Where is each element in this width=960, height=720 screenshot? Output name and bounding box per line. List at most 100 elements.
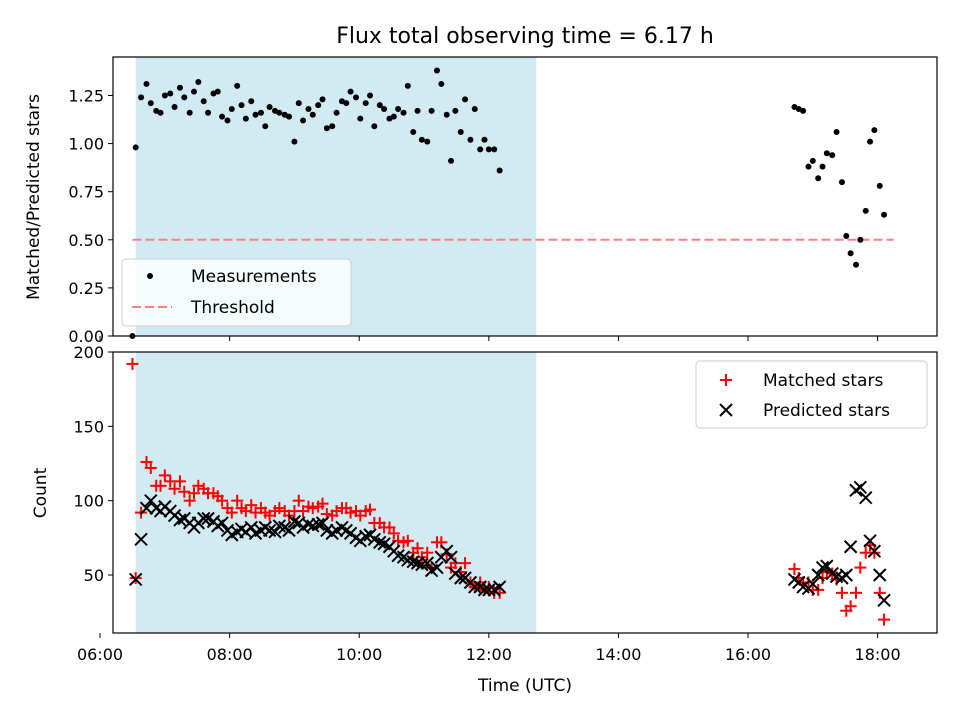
cross-b xyxy=(863,534,877,548)
measurement-point xyxy=(433,67,440,74)
measurement-point xyxy=(819,163,826,170)
measurement-point xyxy=(833,129,840,136)
measurement-point xyxy=(195,79,202,86)
cross-b xyxy=(377,537,391,551)
figure-title: Flux total observing time = 6.17 h xyxy=(336,24,714,49)
cross-b xyxy=(359,529,373,544)
measurement-point xyxy=(300,117,307,124)
predicted-star-point xyxy=(420,556,434,570)
top-y-tick-label: 0.25 xyxy=(68,279,104,298)
measurement-point xyxy=(857,236,864,243)
predicted-star-point xyxy=(373,535,387,550)
predicted-star-point xyxy=(197,511,211,526)
measurement-point xyxy=(881,211,888,218)
predicted-star-point xyxy=(454,571,468,585)
top-y-tick-label: 1.25 xyxy=(68,86,104,105)
measurement-point xyxy=(847,250,854,257)
matched-star-point xyxy=(245,499,258,512)
measurement-point xyxy=(242,115,249,122)
measurement-point xyxy=(248,98,255,105)
x-axis-label: Time (UTC) xyxy=(477,676,572,696)
cross-b xyxy=(197,511,211,526)
predicted-star-point xyxy=(859,490,873,505)
predicted-star-point xyxy=(144,493,158,508)
measurement-point xyxy=(424,138,431,145)
predicted-star-point xyxy=(244,520,258,535)
cross-b xyxy=(468,580,482,594)
bottom-y-tick-label: 100 xyxy=(73,492,104,511)
measurement-point xyxy=(228,105,235,112)
cross-b xyxy=(873,568,887,582)
matched-star-point xyxy=(158,469,171,482)
measurement-point xyxy=(176,84,183,91)
cross-b xyxy=(853,480,868,495)
measurement-point xyxy=(362,100,369,107)
top-plot-frame xyxy=(112,56,938,337)
cross-b xyxy=(301,517,316,532)
matched-star-point xyxy=(306,502,319,515)
top-y-tick-label: 0.50 xyxy=(68,231,104,250)
measurement-point xyxy=(309,111,316,118)
measurement-point xyxy=(138,94,145,101)
cross-b xyxy=(406,554,420,569)
measurement-point xyxy=(181,94,188,101)
measurement-point xyxy=(205,109,212,116)
matched-star-point xyxy=(292,494,305,507)
measurement-point xyxy=(876,182,883,189)
cross-b xyxy=(268,525,282,539)
measurement-point xyxy=(823,150,830,157)
measurement-point xyxy=(491,146,498,153)
measurement-point xyxy=(805,163,812,170)
bottom-plot-frame xyxy=(112,351,938,634)
measurement-point xyxy=(219,113,226,120)
matched-star-point xyxy=(387,527,400,540)
matched-ratio-panel: 0.00 0.25 0.50 0.75 1.00 1.25 Measurements Thre… xyxy=(68,56,938,346)
matched-star-point xyxy=(401,534,414,547)
cross-b xyxy=(139,501,154,515)
cross-b xyxy=(367,532,382,547)
cross-b xyxy=(843,540,858,554)
matched-star-point xyxy=(459,557,472,570)
bottom-legend: Matched stars Predicted stars xyxy=(695,360,928,429)
measurement-point xyxy=(871,127,878,134)
measurement-point xyxy=(862,207,869,214)
measurement-point xyxy=(381,105,388,112)
matched-star-point xyxy=(835,586,848,599)
x-tick-label: 08:00 xyxy=(207,645,253,664)
measurement-point xyxy=(457,129,464,136)
cross-b xyxy=(454,571,468,585)
predicted-star-point xyxy=(853,480,868,495)
measurement-point xyxy=(305,105,312,112)
predicted-star-point xyxy=(877,593,891,607)
measurement-point xyxy=(157,109,164,116)
measurement-point xyxy=(257,109,264,116)
matched-star-point xyxy=(173,475,186,488)
cross-b xyxy=(373,535,387,550)
matched-star-point xyxy=(192,479,205,492)
measurement-point xyxy=(867,138,874,145)
predicted-star-point xyxy=(215,516,229,530)
predicted-star-point xyxy=(439,544,454,558)
matched-star-point xyxy=(364,503,377,516)
matched-star-point xyxy=(178,485,191,498)
legend-predicted-marker xyxy=(719,403,733,417)
measurement-point xyxy=(347,88,354,95)
predicted-star-point xyxy=(139,501,154,515)
cross-b xyxy=(477,583,492,597)
matched-star-point xyxy=(421,546,434,559)
matched-star-point xyxy=(344,506,357,519)
predicted-star-point xyxy=(873,568,887,582)
matched-star-point xyxy=(168,482,181,495)
cross-b xyxy=(401,553,415,567)
measurement-point xyxy=(853,261,860,268)
measurement-point xyxy=(414,107,421,114)
bottom-y-tick-label: 200 xyxy=(73,343,104,362)
matched-star-point xyxy=(844,600,857,613)
cross-b xyxy=(482,583,496,597)
matched-star-point xyxy=(868,546,881,559)
measurement-point xyxy=(186,109,193,116)
cross-b xyxy=(796,580,810,594)
top-y-tick-label: 1.00 xyxy=(68,135,104,154)
predicted-star-point xyxy=(815,560,830,575)
